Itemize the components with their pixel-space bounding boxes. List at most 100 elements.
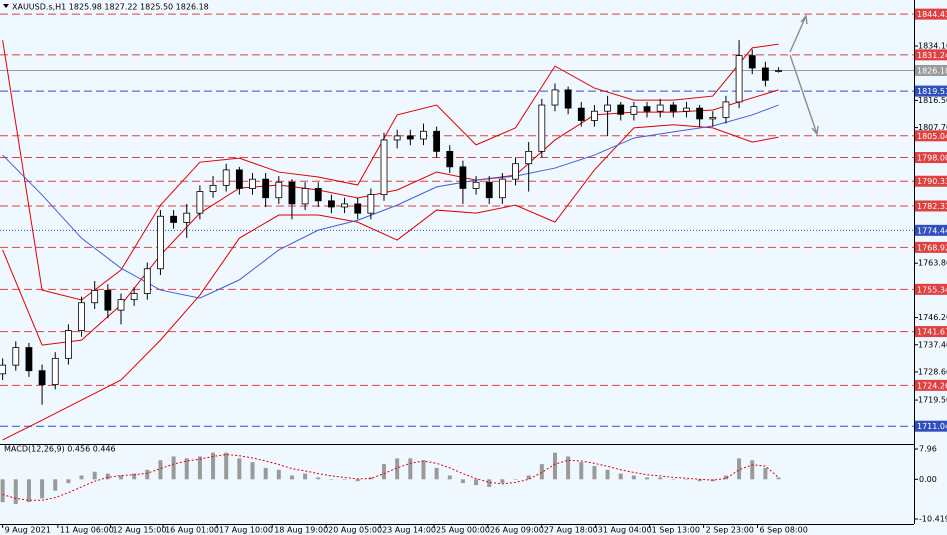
macd-bar: [316, 477, 321, 480]
macd-bar: [79, 475, 84, 480]
candle-body: [354, 203, 362, 214]
macd-bar: [723, 475, 728, 480]
macd-bar: [66, 479, 71, 484]
macd-bar: [421, 460, 426, 480]
candle-body: [104, 289, 112, 311]
arrow-up-head: [800, 14, 808, 25]
arrow-down: [789, 54, 818, 135]
macd-bar: [355, 479, 360, 482]
candle-body: [380, 139, 388, 196]
macd-bar: [263, 467, 268, 480]
macd-bar: [408, 458, 413, 480]
macd-bar: [158, 460, 163, 480]
macd-bar: [513, 479, 518, 480]
candle-body: [288, 181, 296, 205]
candle-body: [275, 181, 283, 199]
y-tick-label: -10.419: [919, 515, 947, 524]
candle-body: [446, 150, 454, 168]
level-label: 1790.33: [917, 177, 947, 186]
candle-body: [170, 215, 177, 223]
x-tick-label: 6 Sep 08:00: [760, 526, 808, 535]
macd-bar: [460, 479, 465, 484]
y-tick-label: 1719.50: [918, 396, 947, 405]
x-tick-label: 27 Aug 18:00: [544, 526, 598, 535]
x-tick-label: 17 Aug 10:00: [219, 526, 273, 535]
macd-bar: [382, 464, 387, 480]
level-label: 1741.67: [917, 328, 947, 337]
macd-bar: [289, 475, 294, 480]
indicator-line: [2, 104, 779, 299]
candle-body: [551, 89, 559, 106]
candle-body: [485, 181, 493, 199]
macd-bar: [92, 471, 97, 480]
candle-body: [669, 104, 677, 112]
macd-bar: [697, 479, 702, 482]
y-tick-label: 1807.70: [918, 123, 947, 132]
candle-body: [143, 268, 151, 294]
candle-body: [117, 299, 125, 311]
plot-area: 1834.10 1816.50 1807.70 1763.80 1746.20 1737.…: [0, 8, 947, 535]
candle-body: [709, 116, 717, 120]
macd-bar: [592, 465, 597, 480]
level-label-box: [915, 152, 947, 164]
candle-body: [498, 178, 506, 199]
candle-body: [538, 104, 546, 152]
candle-body: [301, 188, 309, 205]
macd-bar: [395, 458, 400, 480]
candle-body: [235, 169, 243, 189]
macd-bar: [618, 473, 623, 480]
arrow-down-head: [811, 125, 819, 136]
x-tick-label: 9 Aug 2021: [5, 526, 51, 535]
symbol-marker: [3, 4, 9, 8]
macd-bar: [500, 479, 505, 484]
candle-body: [183, 212, 191, 223]
macd-bar: [105, 473, 110, 480]
x-tick-label: 1 Sep 13:00: [652, 526, 700, 535]
level-label-box: [915, 85, 947, 97]
macd-bar: [526, 475, 531, 480]
y-tick-label: 1737.40: [918, 340, 947, 349]
macd-bar: [605, 469, 610, 480]
candle-body: [472, 181, 480, 189]
macd-bar: [303, 473, 308, 480]
macd-bar: [776, 477, 781, 480]
chart-header: XAUUSD.s,H1 1825.98 1827.22 1825.50 1826…: [12, 3, 209, 12]
candle-body: [459, 166, 467, 189]
level-label-box: [915, 283, 947, 295]
macd-bar: [447, 475, 452, 480]
x-tick-label: 26 Aug 09:00: [490, 526, 544, 535]
y-tick-label: 1834.10: [918, 42, 947, 51]
level-label-box: [915, 420, 947, 432]
indicator-line: [2, 124, 779, 441]
level-label-box: [915, 379, 947, 391]
macd-bar: [566, 456, 571, 480]
x-tick-label: 12 Aug 15:00: [112, 526, 166, 535]
candle-body: [64, 330, 72, 359]
arrow-up: [789, 15, 807, 53]
candle-body: [656, 104, 664, 112]
candle-body: [433, 130, 441, 152]
macd-bar: [132, 473, 137, 480]
macd-bar: [145, 469, 150, 480]
macd-bar: [684, 479, 689, 480]
macd-bar: [0, 479, 5, 503]
candle-body: [78, 302, 85, 331]
macd-bar: [26, 479, 31, 503]
y-tick-label: 1728.60: [918, 367, 947, 376]
x-tick-label: 18 Aug 19:00: [274, 526, 328, 535]
macd-bar: [224, 452, 229, 480]
level-label-box: [915, 8, 947, 20]
macd-bar: [539, 464, 544, 480]
x-tick-label: 2 Sep 23:00: [706, 526, 754, 535]
macd-bar: [329, 479, 334, 480]
level-label: 1768.92: [917, 243, 947, 252]
candle-body: [630, 106, 638, 115]
candle-body: [577, 107, 585, 121]
candle-body: [51, 357, 59, 386]
x-tick-label: 16 Aug 01:00: [165, 526, 219, 535]
macd-bar: [40, 479, 45, 499]
level-label: 1826.18: [917, 66, 947, 75]
candle-body: [775, 70, 782, 72]
